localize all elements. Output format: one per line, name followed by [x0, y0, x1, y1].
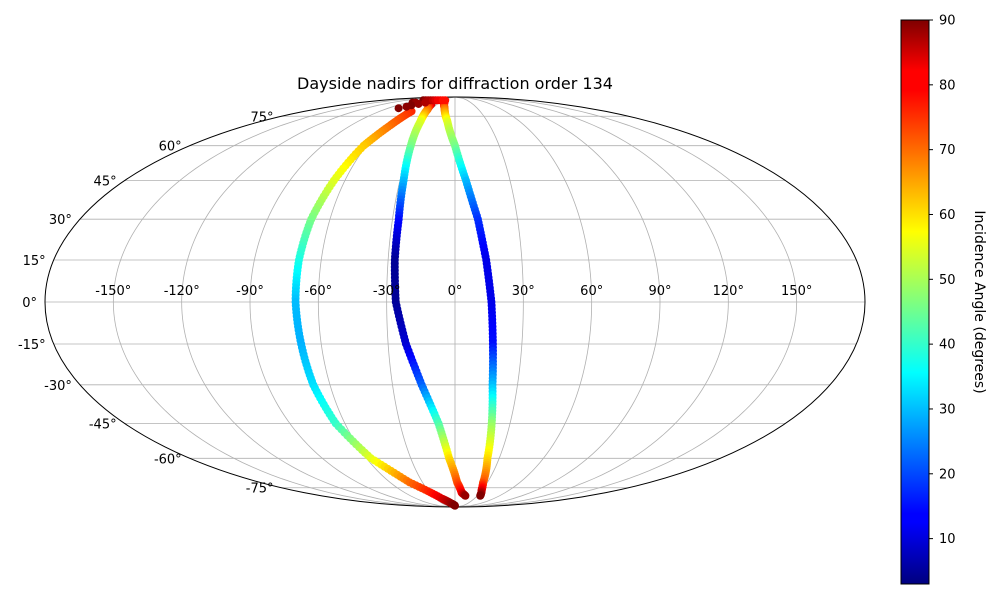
- colorbar-tick-label: 30: [939, 402, 956, 417]
- point-s3-16-0: [402, 102, 411, 111]
- colorbar-ticks: 10 20 30 40 50 60 70 80 90: [929, 14, 956, 547]
- point-s3-15-0: [394, 104, 403, 113]
- graticule: [45, 96, 865, 508]
- lon-tick-label: 0°: [448, 284, 463, 299]
- point-s1-14-0: [461, 491, 470, 500]
- lon-tick-label: -30°: [373, 284, 401, 299]
- colorbar-tick-label: 20: [939, 467, 956, 482]
- lon-tick-label: 60°: [580, 284, 603, 299]
- point-s0-14-0: [451, 501, 459, 510]
- chart-title: Dayside nadirs for diffraction order 134: [297, 74, 613, 93]
- lat-tick-label: -60°: [154, 452, 182, 467]
- lon-tick-label: 120°: [713, 284, 744, 299]
- lat-tick-label: 30°: [49, 213, 72, 228]
- lat-tick-label: -75°: [246, 482, 274, 497]
- point-s3-13-0: [414, 99, 423, 108]
- lon-tick-label: 30°: [512, 284, 535, 299]
- point-s3-9-0: [441, 96, 450, 105]
- lat-tick-label: -30°: [44, 379, 72, 394]
- lat-tick-label: -15°: [18, 338, 46, 353]
- data-points: [291, 96, 497, 510]
- lat-tick-label: 0°: [22, 296, 37, 311]
- lat-tick-label: 15°: [23, 254, 46, 269]
- lat-tick-label: 75°: [250, 110, 273, 125]
- lat-tick-label: 60°: [159, 140, 182, 155]
- lon-tick-label: -90°: [236, 284, 264, 299]
- lat-tick-label: -45°: [89, 417, 117, 432]
- lon-tick-label: -60°: [304, 284, 332, 299]
- colorbar-tick-label: 40: [939, 338, 956, 353]
- lat-tick-label: 45°: [94, 175, 117, 190]
- colorbar-tick-label: 90: [939, 14, 956, 29]
- colorbar: [900, 19, 930, 585]
- point-s3-14-0: [421, 98, 430, 107]
- colorbar-tick-label: 50: [939, 273, 956, 288]
- latitude-tick-labels: -75° -60° -45° -30° -15° 0° 15° 30° 45° 60° 75°: [18, 110, 274, 496]
- colorbar-tick-label: 80: [939, 78, 956, 93]
- colorbar-tick-label: 70: [939, 143, 956, 158]
- colorbar-tick-label: 10: [939, 532, 956, 547]
- colorbar-label: Incidence Angle (degrees): [971, 210, 987, 393]
- longitude-tick-labels: -150° -120° -90° -60° -30° 0° 30° 60° 90° 120° 150…: [95, 284, 812, 299]
- point-s2-14-0: [476, 491, 485, 500]
- colorbar-tick-label: 60: [939, 208, 956, 223]
- lon-tick-label: -150°: [95, 284, 131, 299]
- lon-tick-label: 90°: [648, 284, 671, 299]
- lon-tick-label: 150°: [781, 284, 812, 299]
- lon-tick-label: -120°: [164, 284, 200, 299]
